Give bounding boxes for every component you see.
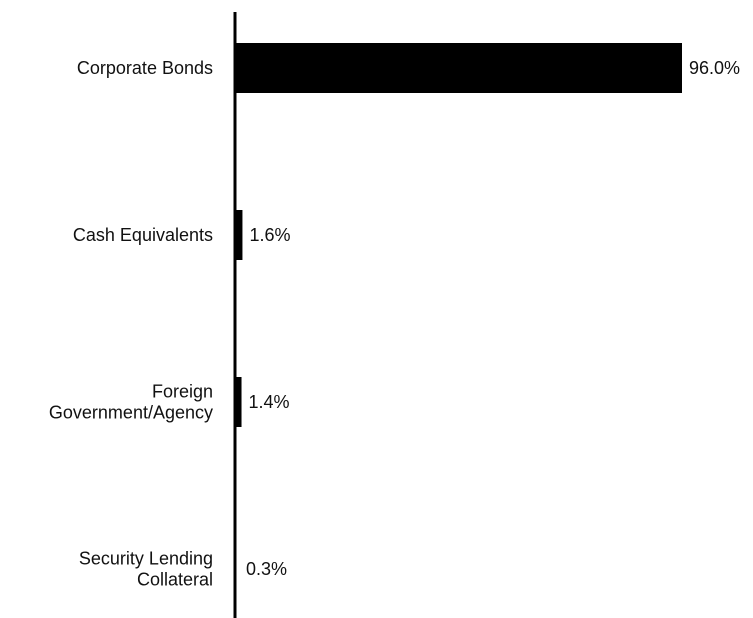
category-label-line: Government/Agency — [49, 403, 213, 423]
value-label-2: 1.4% — [249, 392, 290, 412]
category-label-line: Collateral — [137, 570, 213, 590]
category-label-0: Corporate Bonds — [77, 58, 213, 78]
category-label-line: Foreign — [152, 382, 213, 402]
category-label-line: Security Lending — [79, 549, 213, 569]
value-label-1: 1.6% — [249, 225, 290, 245]
category-label-3: Security Lending Collateral — [79, 549, 213, 590]
category-label-1: Cash Equivalents — [73, 225, 213, 245]
bars-group — [235, 43, 682, 594]
category-label-2: Foreign Government/Agency — [49, 382, 213, 423]
value-label-0: 96.0% — [689, 58, 740, 78]
category-labels: Corporate Bonds Cash Equivalents Foreign Go… — [49, 58, 213, 590]
bar-1 — [235, 210, 243, 260]
value-labels: 96.0% 1.6% 1.4% 0.3% — [246, 58, 740, 579]
bar-0 — [235, 43, 682, 93]
bar-2 — [235, 377, 242, 427]
category-label-line: Cash Equivalents — [73, 225, 213, 245]
category-label-line: Corporate Bonds — [77, 58, 213, 78]
value-label-3: 0.3% — [246, 559, 287, 579]
